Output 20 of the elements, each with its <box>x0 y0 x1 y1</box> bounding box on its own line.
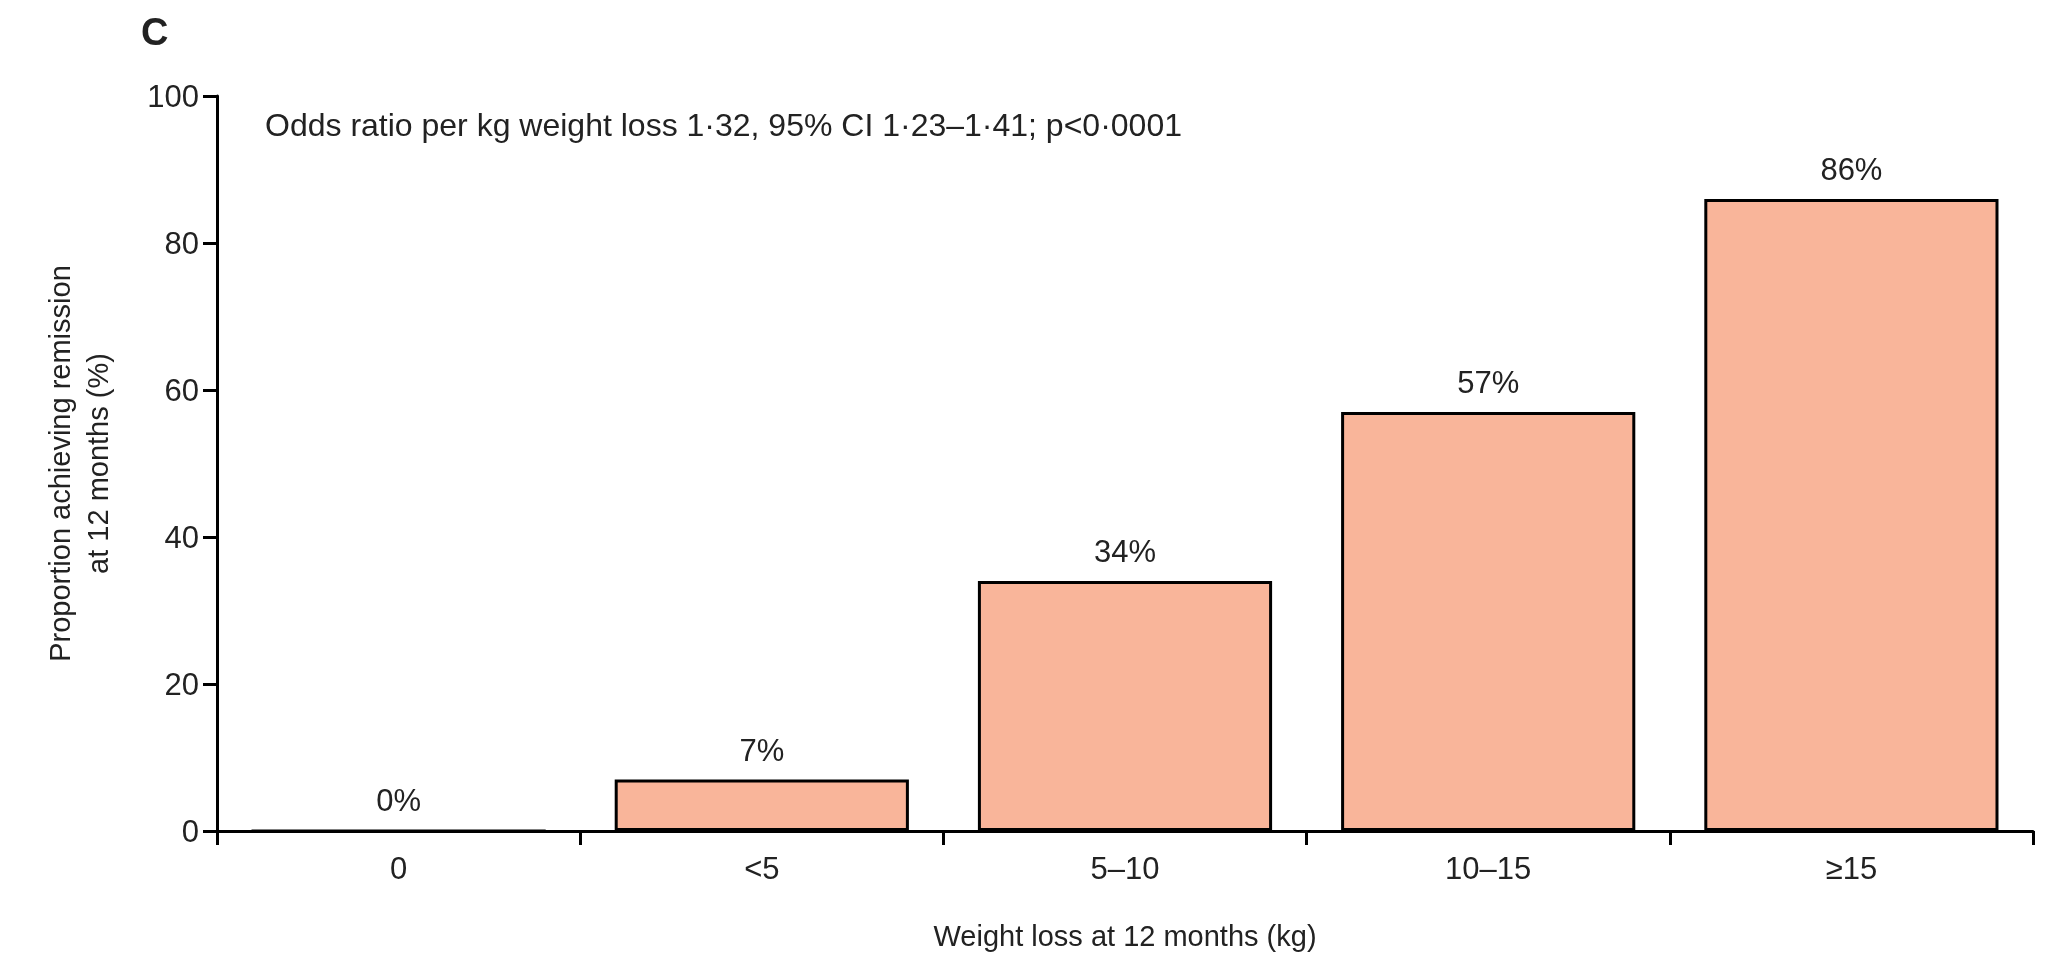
x-tick-label: 5–10 <box>1090 851 1160 886</box>
data-label: 0% <box>376 782 422 818</box>
y-tick-label: 0 <box>181 813 199 849</box>
x-tick-label: ≥15 <box>1825 851 1878 886</box>
data-label: 7% <box>739 732 785 768</box>
data-label: 57% <box>1457 365 1520 401</box>
x-tick-label: <5 <box>744 851 780 886</box>
y-tick-label: 40 <box>164 519 199 555</box>
data-label: 34% <box>1093 534 1157 570</box>
y-tick-label: 20 <box>164 666 199 702</box>
y-tick-label: 80 <box>164 225 199 261</box>
x-tick-label: 10–15 <box>1445 851 1532 886</box>
chart-title: C <box>141 11 169 53</box>
data-label: 86% <box>1820 151 1883 187</box>
y-tick-label: 100 <box>147 78 199 114</box>
annotation: Odds ratio per kg weight loss 1·32, 95% CI 1·23–1·41; p<0·0001 <box>265 107 1182 143</box>
y-axis-title: Proportion achieving remission at 12 months (%) <box>44 265 114 662</box>
y-tick-label: 60 <box>164 372 199 408</box>
x-tick-label: 0 <box>389 851 408 886</box>
x-axis-title: Weight loss at 12 months (kg) <box>933 919 1317 952</box>
